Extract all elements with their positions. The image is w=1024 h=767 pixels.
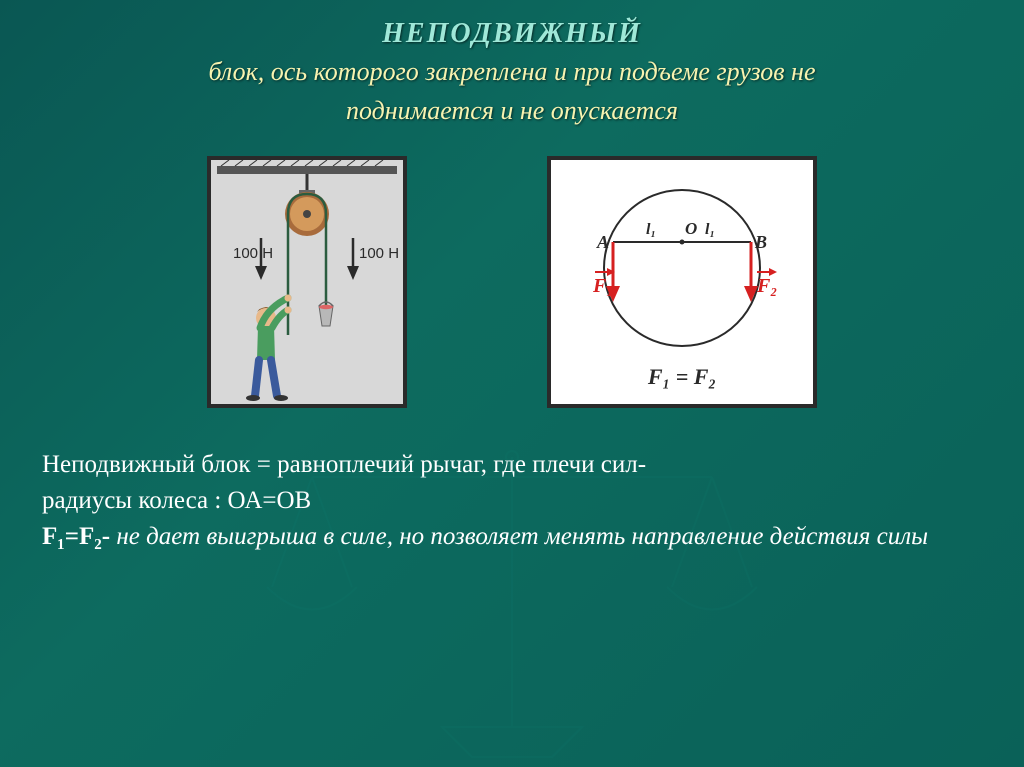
bt-p2: радиусы колеса : ОА=ОВ — [42, 484, 982, 518]
label-B: B — [754, 232, 767, 252]
main-title: НЕПОДВИЖНЫЙ — [0, 18, 1024, 50]
body-text: Неподвижный блок = равноплечий рычаг, гд… — [0, 408, 1024, 553]
title-block: НЕПОДВИЖНЫЙ блок, ось которого закреплен… — [0, 0, 1024, 128]
pulley-diagram: 100 Н 100 Н — [207, 156, 407, 408]
label-O: O — [685, 219, 697, 238]
subtitle-line2: поднимается и не опускается — [0, 89, 1024, 128]
left-force-label: 100 Н — [233, 245, 273, 262]
label-l1-left: l₁ — [646, 221, 656, 238]
diagrams-row: 100 Н 100 Н — [0, 156, 1024, 408]
label-l1-right: l₁ — [705, 221, 715, 238]
lever-circle-diagram: A B O l₁ l₁ F₁ F₂ F₁ = F₂ — [547, 156, 817, 408]
bt-p1-prefix: Неподвижный блок = — [42, 451, 277, 478]
bt-p1-rest: равноплечий рычаг, где плечи сил- — [277, 451, 646, 478]
subtitle-line1: блок, ось которого закреплена и при подъ… — [0, 50, 1024, 89]
bt-p3-dash: - — [102, 523, 117, 550]
label-A: A — [596, 232, 609, 252]
equation: F₁ = F₂ — [647, 364, 716, 389]
bt-p3-formula: F₁=F₂ — [42, 523, 102, 550]
label-F2: F₂ — [756, 275, 777, 297]
bt-p3-rest: не дает выигрыша в силе, но позволяет ме… — [116, 523, 928, 550]
label-F1: F₁ — [592, 275, 613, 297]
right-force-label: 100 Н — [359, 245, 399, 262]
